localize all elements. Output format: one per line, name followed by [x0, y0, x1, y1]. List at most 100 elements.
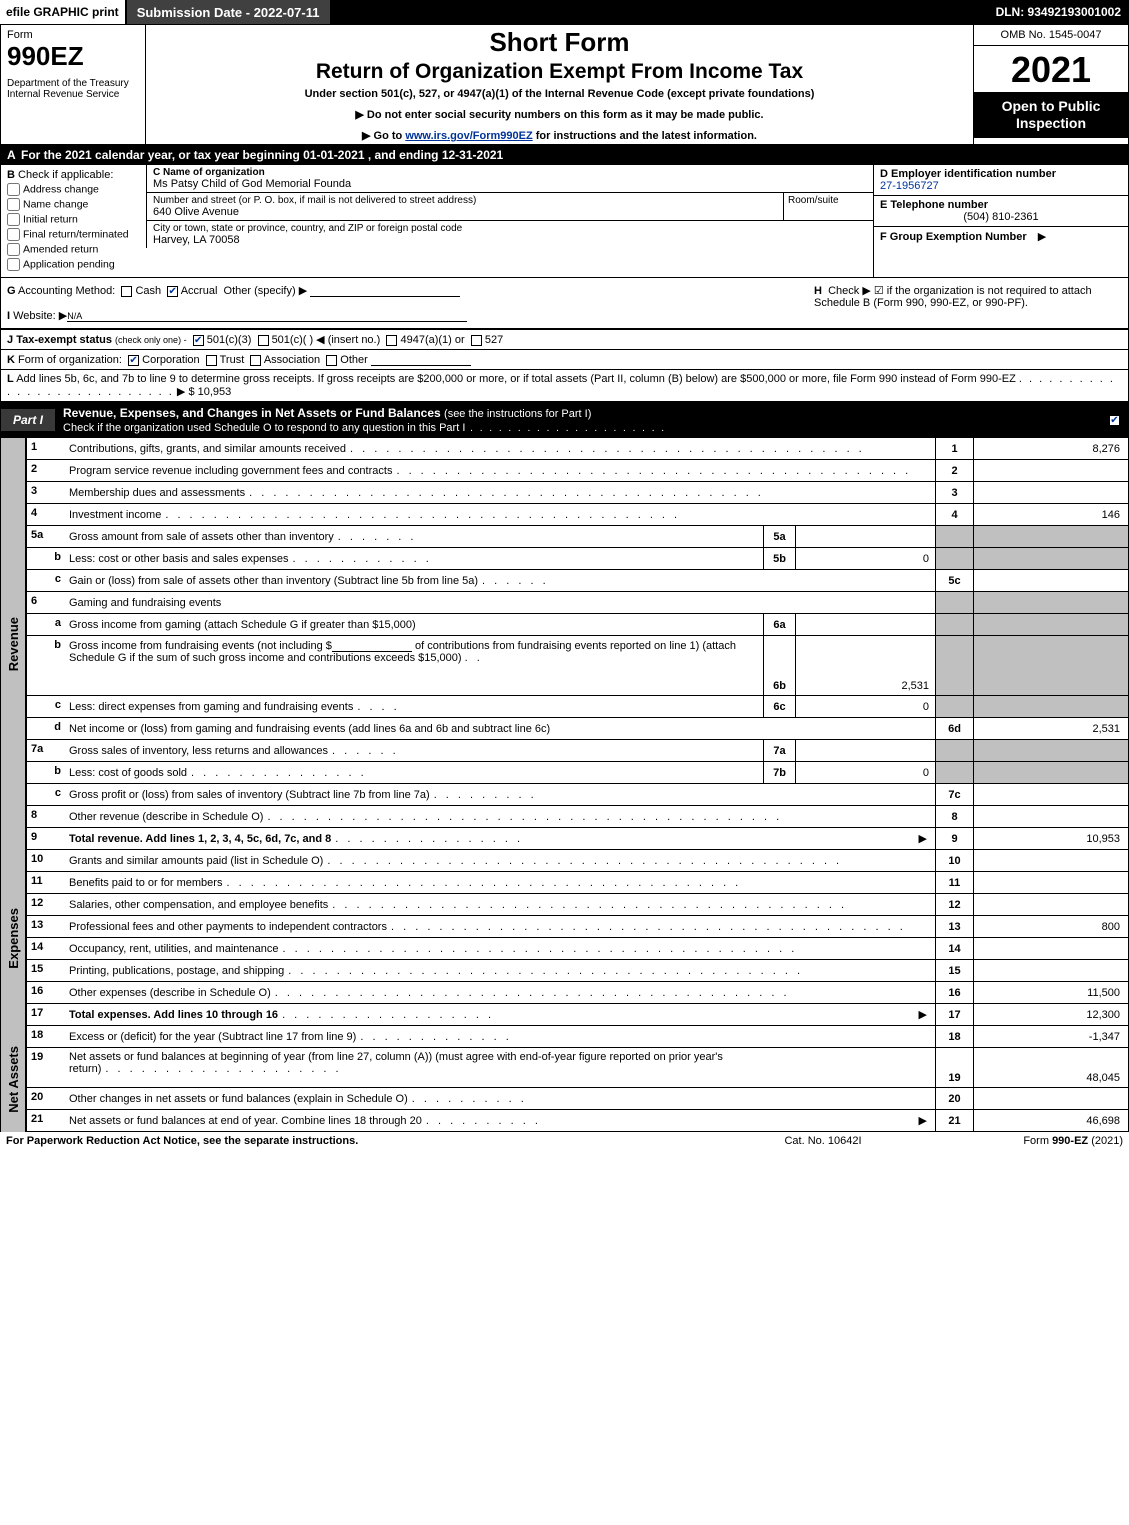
line-6b-not-including[interactable]	[332, 639, 412, 652]
row-l: L Add lines 5b, 6c, and 7b to line 9 to …	[0, 370, 1129, 402]
line-13: 13 Professional fees and other payments …	[0, 916, 1129, 938]
line-6b-value: 2,531	[795, 636, 935, 695]
col-def: D Employer identification number 27-1956…	[873, 165, 1128, 277]
line-7c: c Gross profit or (loss) from sales of i…	[0, 784, 1129, 806]
line-7c-value	[973, 784, 1128, 805]
line-4: 4 Investment income. . . . . . . . . . .…	[0, 504, 1129, 526]
line-8-value	[973, 806, 1128, 827]
header-left: Form 990EZ Department of the Treasury In…	[1, 25, 146, 144]
revenue-section: Revenue 1 Contributions, gifts, grants, …	[0, 438, 1129, 850]
col-c: C Name of organization Ms Patsy Child of…	[146, 165, 873, 277]
org-name-cell: C Name of organization Ms Patsy Child of…	[146, 165, 873, 193]
line-6c: c Less: direct expenses from gaming and …	[0, 696, 1129, 718]
ein: 27-1956727	[880, 180, 1122, 192]
chk-final-return[interactable]: Final return/terminated	[7, 228, 140, 241]
line-5a: 5a Gross amount from sale of assets othe…	[0, 526, 1129, 548]
footer-left: For Paperwork Reduction Act Notice, see …	[6, 1135, 723, 1147]
chk-application-pending[interactable]: Application pending	[7, 258, 140, 271]
chk-corporation[interactable]	[128, 355, 139, 366]
part-i-schedule-o-check[interactable]	[1101, 414, 1128, 426]
line-3-value	[973, 482, 1128, 503]
chk-initial-return[interactable]: Initial return	[7, 213, 140, 226]
line-7b: b Less: cost of goods sold. . . . . . . …	[0, 762, 1129, 784]
expenses-section: Expenses 10 Grants and similar amounts p…	[0, 850, 1129, 1026]
line-21-value: 46,698	[973, 1110, 1128, 1131]
org-address: 640 Olive Avenue	[153, 206, 783, 218]
chk-association[interactable]	[250, 355, 261, 366]
tel-cell: E Telephone number (504) 810-2361	[873, 196, 1128, 227]
chk-527[interactable]	[471, 335, 482, 346]
group-exemption-cell: F Group Exemption Number ▶	[873, 227, 1128, 277]
open-to-public: Open to Public Inspection	[974, 92, 1128, 138]
under-section: Under section 501(c), 527, or 4947(a)(1)…	[154, 88, 965, 100]
line-6d: d Net income or (loss) from gaming and f…	[0, 718, 1129, 740]
line-12: 12 Salaries, other compensation, and emp…	[0, 894, 1129, 916]
footer-cat: Cat. No. 10642I	[723, 1135, 923, 1147]
expenses-label: Expenses	[6, 908, 21, 969]
note-goto: ▶ Go to www.irs.gov/Form990EZ for instru…	[154, 129, 965, 142]
chk-501c3[interactable]	[193, 335, 204, 346]
gross-receipts: $ 10,953	[188, 386, 231, 398]
line-10-value	[973, 850, 1128, 871]
line-5c: c Gain or (loss) from sale of assets oth…	[0, 570, 1129, 592]
chk-501c[interactable]	[258, 335, 269, 346]
line-14: 14 Occupancy, rent, utilities, and maint…	[0, 938, 1129, 960]
other-org-field[interactable]	[371, 353, 471, 366]
line-11-value	[973, 872, 1128, 893]
department-label: Department of the Treasury Internal Reve…	[7, 78, 139, 100]
chk-4947[interactable]	[386, 335, 397, 346]
note-ssn: ▶ Do not enter social security numbers o…	[154, 108, 965, 121]
row-gh: G Accounting Method: Cash Accrual Other …	[0, 278, 1129, 329]
line-2-value	[973, 460, 1128, 481]
dln: DLN: 93492193001002	[988, 0, 1129, 24]
line-6b: b Gross income from fundraising events (…	[0, 636, 1129, 696]
line-19-value: 48,045	[973, 1048, 1128, 1087]
row-h: H Check ▶ ☑ if the organization is not r…	[808, 278, 1128, 328]
line-16: 16 Other expenses (describe in Schedule …	[0, 982, 1129, 1004]
efile-label: efile GRAPHIC print	[0, 0, 125, 24]
irs-link[interactable]: www.irs.gov/Form990EZ	[405, 130, 532, 142]
form-header: Form 990EZ Department of the Treasury In…	[0, 24, 1129, 145]
chk-name-change[interactable]: Name change	[7, 198, 140, 211]
line-18: 18 Excess or (deficit) for the year (Sub…	[0, 1026, 1129, 1048]
org-city-cell: City or town, state or province, country…	[146, 221, 873, 248]
line-8: 8 Other revenue (describe in Schedule O)…	[0, 806, 1129, 828]
chk-cash[interactable]	[121, 286, 132, 297]
part-i-title: Revenue, Expenses, and Changes in Net As…	[55, 402, 1101, 438]
line-18-value: -1,347	[973, 1026, 1128, 1047]
col-b: B Check if applicable: Address change Na…	[1, 165, 146, 277]
line-10: 10 Grants and similar amounts paid (list…	[0, 850, 1129, 872]
line-14-value	[973, 938, 1128, 959]
part-i-header: Part I Revenue, Expenses, and Changes in…	[0, 402, 1129, 438]
line-9-value: 10,953	[973, 828, 1128, 849]
chk-other-org[interactable]	[326, 355, 337, 366]
header-right: OMB No. 1545-0047 2021 Open to Public In…	[973, 25, 1128, 144]
top-bar: efile GRAPHIC print Submission Date - 20…	[0, 0, 1129, 24]
footer-right: Form 990-EZ (2021)	[923, 1135, 1123, 1147]
ein-cell: D Employer identification number 27-1956…	[873, 165, 1128, 196]
org-name: Ms Patsy Child of God Memorial Founda	[153, 178, 867, 190]
line-16-value: 11,500	[973, 982, 1128, 1003]
line-9: 9 Total revenue. Add lines 1, 2, 3, 4, 5…	[0, 828, 1129, 850]
line-3: 3 Membership dues and assessments. . . .…	[0, 482, 1129, 504]
chk-amended-return[interactable]: Amended return	[7, 243, 140, 256]
line-17: 17 Total expenses. Add lines 10 through …	[0, 1004, 1129, 1026]
chk-address-change[interactable]: Address change	[7, 183, 140, 196]
chk-trust[interactable]	[206, 355, 217, 366]
line-20: 20 Other changes in net assets or fund b…	[0, 1088, 1129, 1110]
line-19: 19 Net assets or fund balances at beginn…	[0, 1048, 1129, 1088]
other-specify-field[interactable]	[310, 284, 460, 297]
net-assets-label: Net Assets	[6, 1046, 21, 1113]
return-title: Return of Organization Exempt From Incom…	[154, 60, 965, 84]
line-6c-value: 0	[795, 696, 935, 717]
line-6a: a Gross income from gaming (attach Sched…	[0, 614, 1129, 636]
line-5a-value	[795, 526, 935, 547]
chk-accrual[interactable]	[167, 286, 178, 297]
header-center: Short Form Return of Organization Exempt…	[146, 25, 973, 144]
form-label: Form	[7, 29, 139, 41]
line-6a-value	[795, 614, 935, 635]
line-2: 2 Program service revenue including gove…	[0, 460, 1129, 482]
line-12-value	[973, 894, 1128, 915]
row-k: K Form of organization: Corporation Trus…	[0, 350, 1129, 370]
website: N/A	[67, 311, 467, 322]
